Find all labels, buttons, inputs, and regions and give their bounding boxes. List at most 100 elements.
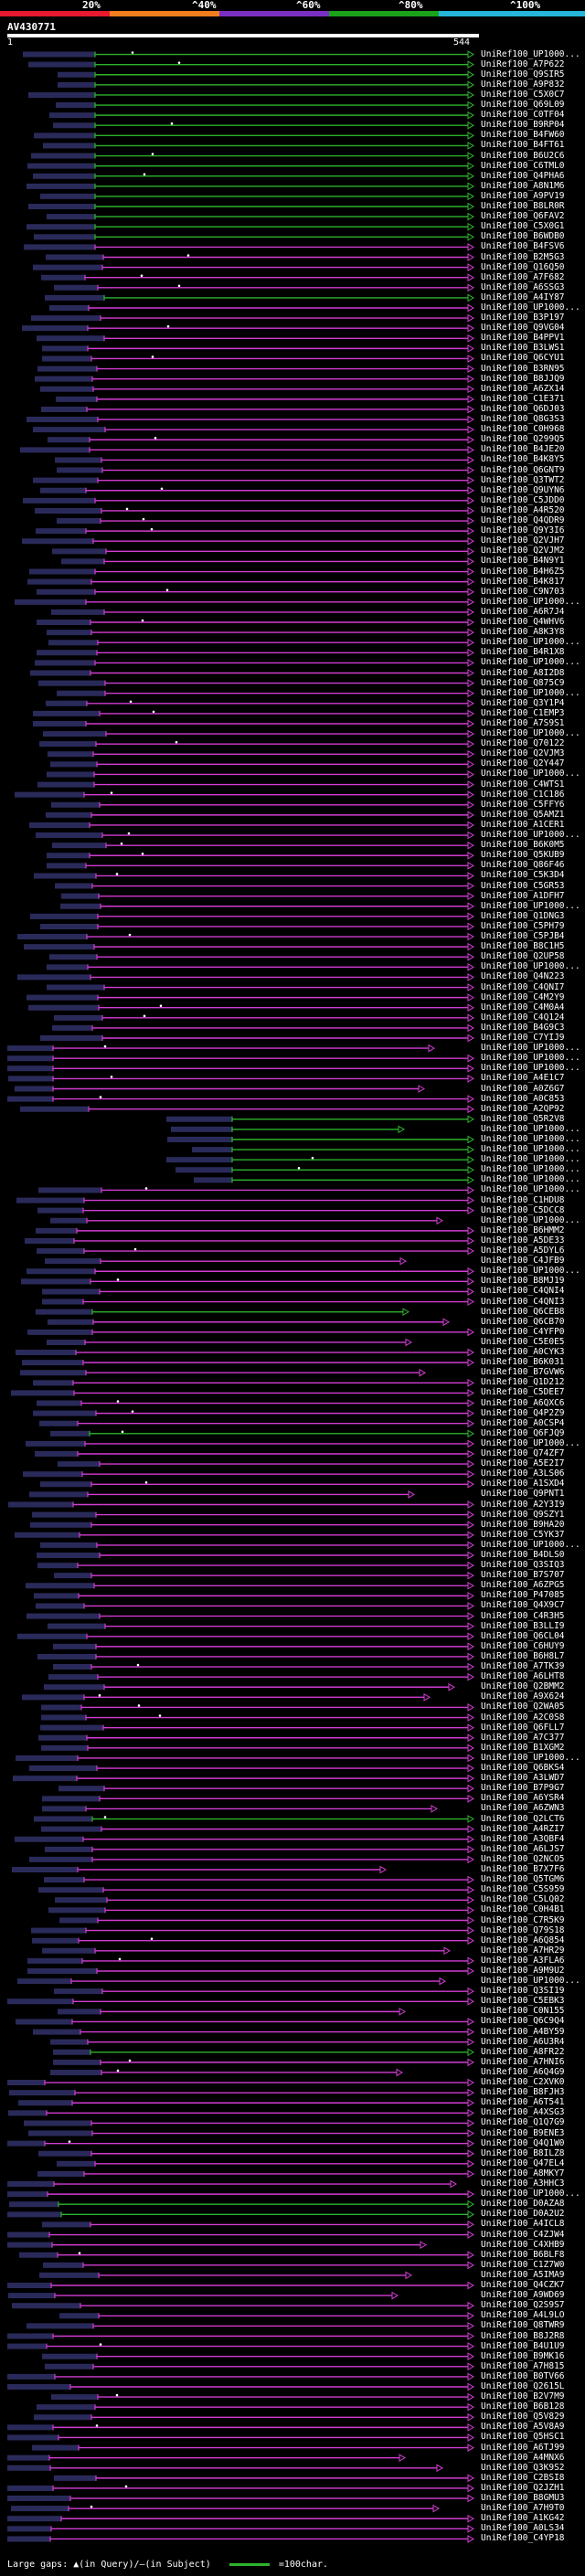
hit-label[interactable]: UniRef100_UP1000...: [481, 1174, 580, 1185]
hit-label[interactable]: UniRef100_Q2Y447: [481, 758, 565, 769]
hit-label[interactable]: UniRef100_B4FW60: [481, 130, 565, 141]
hit-label[interactable]: UniRef100_C1C186: [481, 789, 565, 800]
hit-label[interactable]: UniRef100_A2Y3I9: [481, 1499, 565, 1510]
hit-label[interactable]: UniRef100_A0CYK3: [481, 1347, 565, 1358]
hit-label[interactable]: UniRef100_Q6BKS4: [481, 1763, 565, 1774]
hit-label[interactable]: UniRef100_A3QBF4: [481, 1833, 565, 1844]
hit-label[interactable]: UniRef100_Q2LCT6: [481, 1813, 565, 1824]
hit-label[interactable]: UniRef100_C2BSI8: [481, 2472, 565, 2483]
hit-label[interactable]: UniRef100_B7GVW6: [481, 1367, 565, 1378]
hit-label[interactable]: UniRef100_Q6DJ03: [481, 403, 565, 414]
hit-label[interactable]: UniRef100_B6HMM2: [481, 1224, 565, 1235]
hit-label[interactable]: UniRef100_C6HUY9: [481, 1640, 565, 1651]
hit-label[interactable]: UniRef100_Q2NCO5: [481, 1853, 565, 1864]
hit-label[interactable]: UniRef100_C0TF04: [481, 110, 565, 121]
hit-label[interactable]: UniRef100_A9X624: [481, 1691, 565, 1702]
hit-label[interactable]: UniRef100_B9HA20: [481, 1519, 565, 1530]
hit-label[interactable]: UniRef100_Q9PNT1: [481, 1489, 565, 1500]
hit-label[interactable]: UniRef100_C5E0E5: [481, 1336, 565, 1347]
hit-label[interactable]: UniRef100_UP1000...: [481, 1437, 580, 1448]
hit-label[interactable]: UniRef100_Q2UP58: [481, 951, 565, 962]
hit-label[interactable]: UniRef100_UP1000...: [481, 1184, 580, 1195]
hit-label[interactable]: UniRef100_A7F682: [481, 271, 565, 282]
hit-label[interactable]: UniRef100_Q3K9S2: [481, 2462, 565, 2473]
hit-label[interactable]: UniRef100_Q6FAV2: [481, 211, 565, 222]
hit-label[interactable]: UniRef100_B2V7M9: [481, 2391, 565, 2402]
hit-label[interactable]: UniRef100_B4U1U9: [481, 2340, 565, 2351]
hit-label[interactable]: UniRef100_B6B128: [481, 2401, 565, 2412]
hit-label[interactable]: UniRef100_A6R7J4: [481, 606, 565, 617]
hit-label[interactable]: UniRef100_B4G9C3: [481, 1022, 565, 1033]
hit-label[interactable]: UniRef100_Q9Y3I6: [481, 525, 565, 536]
hit-label[interactable]: UniRef100_C5LQ02: [481, 1894, 565, 1905]
hit-label[interactable]: UniRef100_Q1Q7G9: [481, 2117, 565, 2128]
hit-label[interactable]: UniRef100_UP1000...: [481, 1752, 580, 1763]
hit-label[interactable]: UniRef100_UP1000...: [481, 48, 580, 59]
hit-label[interactable]: UniRef100_UP1000...: [481, 769, 580, 779]
hit-label[interactable]: UniRef100_A7HNI6: [481, 2056, 565, 2067]
hit-label[interactable]: UniRef100_Q2WA05: [481, 1701, 565, 1712]
hit-label[interactable]: UniRef100_Q4P2Z9: [481, 1407, 565, 1418]
hit-label[interactable]: UniRef100_C5JDD0: [481, 494, 565, 505]
hit-label[interactable]: UniRef100_C5PJB4: [481, 931, 565, 942]
hit-label[interactable]: UniRef100_Q3TWT2: [481, 474, 565, 485]
hit-label[interactable]: UniRef100_UP1000...: [481, 637, 580, 648]
hit-label[interactable]: UniRef100_Q5TGM6: [481, 1874, 565, 1885]
hit-label[interactable]: UniRef100_A8N1M6: [481, 180, 565, 191]
hit-label[interactable]: UniRef100_Q2JZH1: [481, 2482, 565, 2493]
hit-label[interactable]: UniRef100_B7X7F6: [481, 1864, 565, 1874]
hit-label[interactable]: UniRef100_Q4WHV6: [481, 617, 565, 627]
hit-label[interactable]: UniRef100_C5K3D4: [481, 870, 565, 881]
hit-label[interactable]: UniRef100_B6U2C6: [481, 150, 565, 161]
hit-label[interactable]: UniRef100_A1KG42: [481, 2513, 565, 2524]
hit-label[interactable]: UniRef100_UP1000...: [481, 302, 580, 313]
hit-label[interactable]: UniRef100_A8MKY7: [481, 2168, 565, 2178]
hit-label[interactable]: UniRef100_Q4CZK7: [481, 2280, 565, 2290]
hit-label[interactable]: UniRef100_A3HHC3: [481, 2178, 565, 2189]
hit-label[interactable]: UniRef100_C1EMP3: [481, 707, 565, 718]
hit-label[interactable]: UniRef100_C5DEE7: [481, 1387, 565, 1398]
hit-label[interactable]: UniRef100_A7HR29: [481, 1945, 565, 1956]
hit-label[interactable]: UniRef100_B3RN95: [481, 363, 565, 374]
hit-label[interactable]: UniRef100_C4M0A4: [481, 1002, 565, 1012]
hit-label[interactable]: UniRef100_C0H4B1: [481, 1904, 565, 1915]
hit-label[interactable]: UniRef100_A0C853: [481, 1093, 565, 1104]
hit-label[interactable]: UniRef100_Q79S18: [481, 1924, 565, 1935]
hit-label[interactable]: UniRef100_Q4PHA6: [481, 170, 565, 181]
hit-label[interactable]: UniRef100_Q3SI19: [481, 1986, 565, 1997]
hit-label[interactable]: UniRef100_Q2BMM2: [481, 1681, 565, 1692]
hit-label[interactable]: UniRef100_C5EBK3: [481, 1996, 565, 2007]
hit-label[interactable]: UniRef100_UP1000...: [481, 728, 580, 739]
hit-label[interactable]: UniRef100_B4N9Y1: [481, 556, 565, 567]
hit-label[interactable]: UniRef100_B6K031: [481, 1357, 565, 1368]
hit-label[interactable]: UniRef100_Q6CEB8: [481, 1306, 565, 1317]
hit-label[interactable]: UniRef100_UP1000...: [481, 1053, 580, 1064]
hit-label[interactable]: UniRef100_UP1000...: [481, 1976, 580, 1987]
hit-label[interactable]: UniRef100_A5V8A9: [481, 2422, 565, 2433]
hit-label[interactable]: UniRef100_B0TV66: [481, 2370, 565, 2381]
hit-label[interactable]: UniRef100_B1XGM2: [481, 1742, 565, 1753]
hit-label[interactable]: UniRef100_UP1000...: [481, 1266, 580, 1277]
hit-label[interactable]: UniRef100_A7TK39: [481, 1661, 565, 1672]
hit-label[interactable]: UniRef100_A5DYL6: [481, 1246, 565, 1256]
hit-label[interactable]: UniRef100_Q5HSC1: [481, 2432, 565, 2443]
hit-label[interactable]: UniRef100_UP1000...: [481, 687, 580, 698]
hit-label[interactable]: UniRef100_C4JFB9: [481, 1256, 565, 1267]
hit-label[interactable]: UniRef100_A5E2I7: [481, 1458, 565, 1469]
hit-label[interactable]: UniRef100_Q6CB70: [481, 1316, 565, 1327]
hit-label[interactable]: UniRef100_A6TJ99: [481, 2442, 565, 2453]
hit-label[interactable]: UniRef100_P47085: [481, 1590, 565, 1601]
hit-label[interactable]: UniRef100_A4XSG3: [481, 2107, 565, 2118]
hit-label[interactable]: UniRef100_UP1000...: [481, 900, 580, 911]
hit-label[interactable]: UniRef100_Q9UYN6: [481, 484, 565, 495]
hit-label[interactable]: UniRef100_Q4X9C7: [481, 1600, 565, 1611]
hit-label[interactable]: UniRef100_B3LWS1: [481, 343, 565, 354]
hit-label[interactable]: UniRef100_D0A2U2: [481, 2209, 565, 2220]
hit-label[interactable]: UniRef100_A4ICL8: [481, 2219, 565, 2230]
hit-label[interactable]: UniRef100_A8I2D8: [481, 667, 565, 678]
hit-label[interactable]: UniRef100_Q4Q1W0: [481, 2137, 565, 2148]
hit-label[interactable]: UniRef100_Q6C9Q4: [481, 2016, 565, 2027]
hit-label[interactable]: UniRef100_A0CSP4: [481, 1417, 565, 1428]
hit-label[interactable]: UniRef100_A6ZX14: [481, 383, 565, 394]
hit-label[interactable]: UniRef100_B8GMU3: [481, 2493, 565, 2504]
